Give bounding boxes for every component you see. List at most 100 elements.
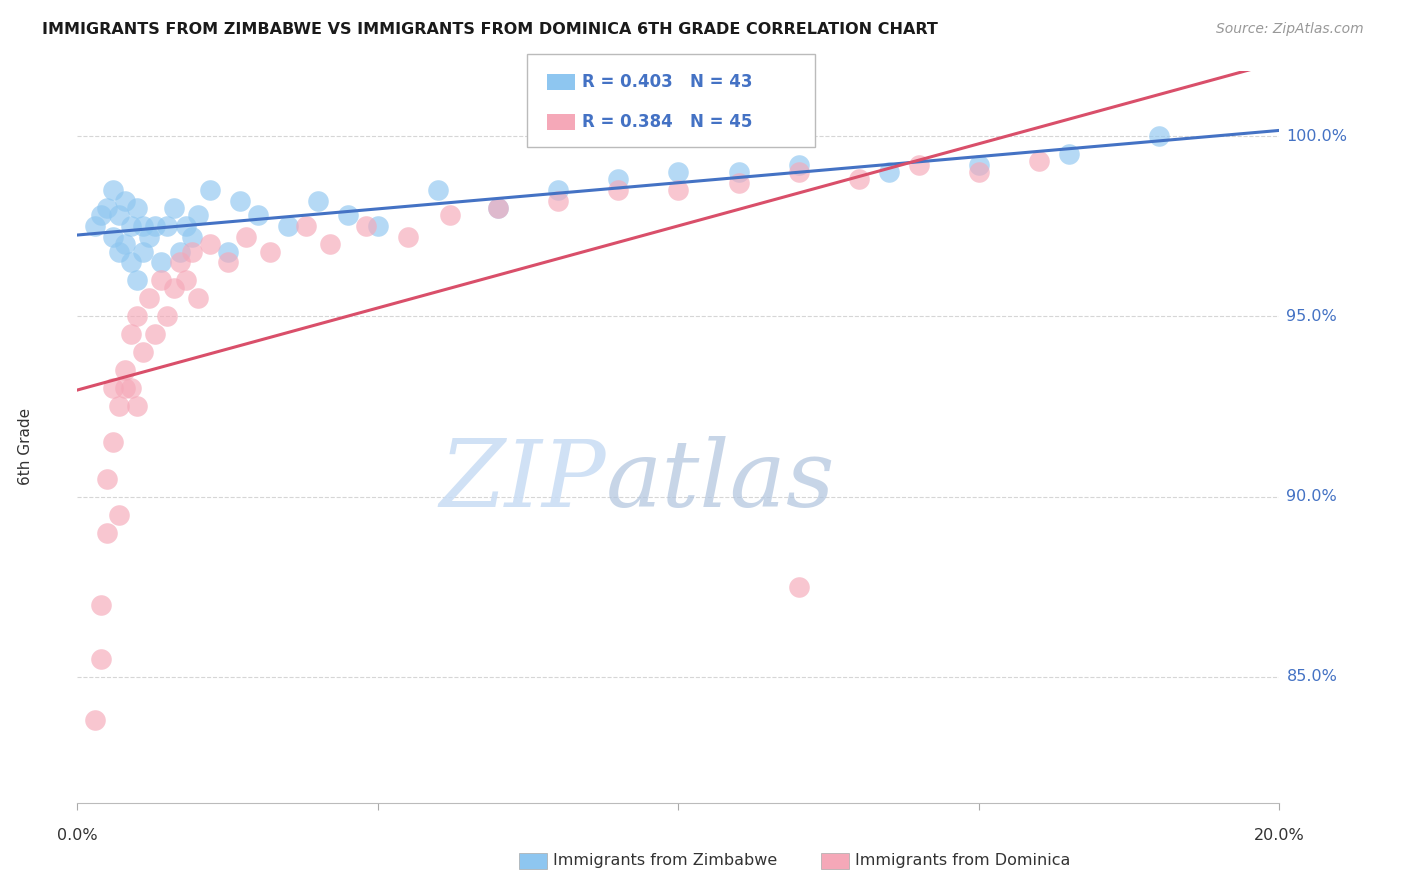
Point	[668, 165, 690, 179]
Point	[217, 244, 239, 259]
Text: Source: ZipAtlas.com: Source: ZipAtlas.com	[1216, 22, 1364, 37]
Point	[967, 165, 990, 179]
Point	[114, 363, 136, 377]
Point	[120, 381, 142, 395]
Point	[174, 219, 197, 234]
Point	[114, 194, 136, 208]
Point	[132, 219, 155, 234]
Point	[138, 291, 160, 305]
Point	[668, 183, 690, 197]
Point	[547, 183, 569, 197]
Point	[169, 244, 191, 259]
Point	[235, 230, 257, 244]
Point	[114, 381, 136, 395]
Point	[848, 172, 870, 186]
Point	[727, 176, 749, 190]
Point	[114, 237, 136, 252]
Point	[396, 230, 419, 244]
Text: 6th Grade: 6th Grade	[18, 408, 32, 484]
Text: atlas: atlas	[606, 436, 835, 526]
Point	[84, 219, 107, 234]
Point	[439, 209, 461, 223]
Point	[307, 194, 329, 208]
Point	[367, 219, 389, 234]
Point	[84, 713, 107, 727]
Point	[103, 230, 125, 244]
Point	[169, 255, 191, 269]
Point	[90, 209, 112, 223]
Point	[127, 400, 149, 414]
Point	[132, 244, 155, 259]
Point	[156, 219, 179, 234]
Point	[120, 327, 142, 342]
Point	[336, 209, 359, 223]
Point	[877, 165, 900, 179]
Point	[127, 310, 149, 324]
Point	[156, 310, 179, 324]
Point	[277, 219, 299, 234]
Point	[607, 172, 630, 186]
Point	[1149, 129, 1171, 144]
Text: 20.0%: 20.0%	[1254, 828, 1305, 843]
Point	[120, 255, 142, 269]
Text: 100.0%: 100.0%	[1286, 128, 1347, 144]
Point	[96, 201, 118, 215]
Point	[787, 165, 810, 179]
Point	[787, 158, 810, 172]
Text: 85.0%: 85.0%	[1286, 669, 1337, 684]
Point	[319, 237, 342, 252]
Point	[198, 237, 221, 252]
Point	[103, 381, 125, 395]
Point	[145, 327, 167, 342]
Point	[174, 273, 197, 287]
Text: IMMIGRANTS FROM ZIMBABWE VS IMMIGRANTS FROM DOMINICA 6TH GRADE CORRELATION CHART: IMMIGRANTS FROM ZIMBABWE VS IMMIGRANTS F…	[42, 22, 938, 37]
Point	[486, 201, 509, 215]
Point	[967, 158, 990, 172]
Point	[908, 158, 931, 172]
Point	[228, 194, 250, 208]
Point	[138, 230, 160, 244]
Point	[103, 183, 125, 197]
Point	[787, 580, 810, 594]
Point	[127, 201, 149, 215]
Point	[162, 280, 184, 294]
Text: Immigrants from Zimbabwe: Immigrants from Zimbabwe	[553, 854, 776, 868]
Point	[108, 508, 131, 522]
Point	[103, 435, 125, 450]
Point	[96, 471, 118, 485]
Point	[547, 194, 569, 208]
Point	[727, 165, 749, 179]
Point	[90, 598, 112, 612]
Point	[186, 209, 209, 223]
Text: 90.0%: 90.0%	[1286, 489, 1337, 504]
Point	[486, 201, 509, 215]
Point	[162, 201, 184, 215]
Point	[186, 291, 209, 305]
Point	[127, 273, 149, 287]
Point	[198, 183, 221, 197]
Point	[259, 244, 281, 259]
Text: 0.0%: 0.0%	[58, 828, 97, 843]
Point	[354, 219, 377, 234]
Point	[150, 273, 173, 287]
Text: ZIP: ZIP	[440, 436, 606, 526]
Point	[427, 183, 450, 197]
Point	[132, 345, 155, 359]
Point	[108, 244, 131, 259]
Text: Immigrants from Dominica: Immigrants from Dominica	[855, 854, 1070, 868]
Point	[180, 244, 202, 259]
Point	[246, 209, 269, 223]
Point	[150, 255, 173, 269]
Point	[180, 230, 202, 244]
Point	[108, 400, 131, 414]
Point	[217, 255, 239, 269]
Point	[1028, 154, 1050, 169]
Point	[96, 525, 118, 540]
Text: R = 0.384   N = 45: R = 0.384 N = 45	[582, 112, 752, 130]
Point	[1057, 147, 1080, 161]
Point	[607, 183, 630, 197]
Point	[90, 651, 112, 665]
Point	[145, 219, 167, 234]
Text: R = 0.403   N = 43: R = 0.403 N = 43	[582, 73, 752, 91]
Text: 95.0%: 95.0%	[1286, 309, 1337, 324]
